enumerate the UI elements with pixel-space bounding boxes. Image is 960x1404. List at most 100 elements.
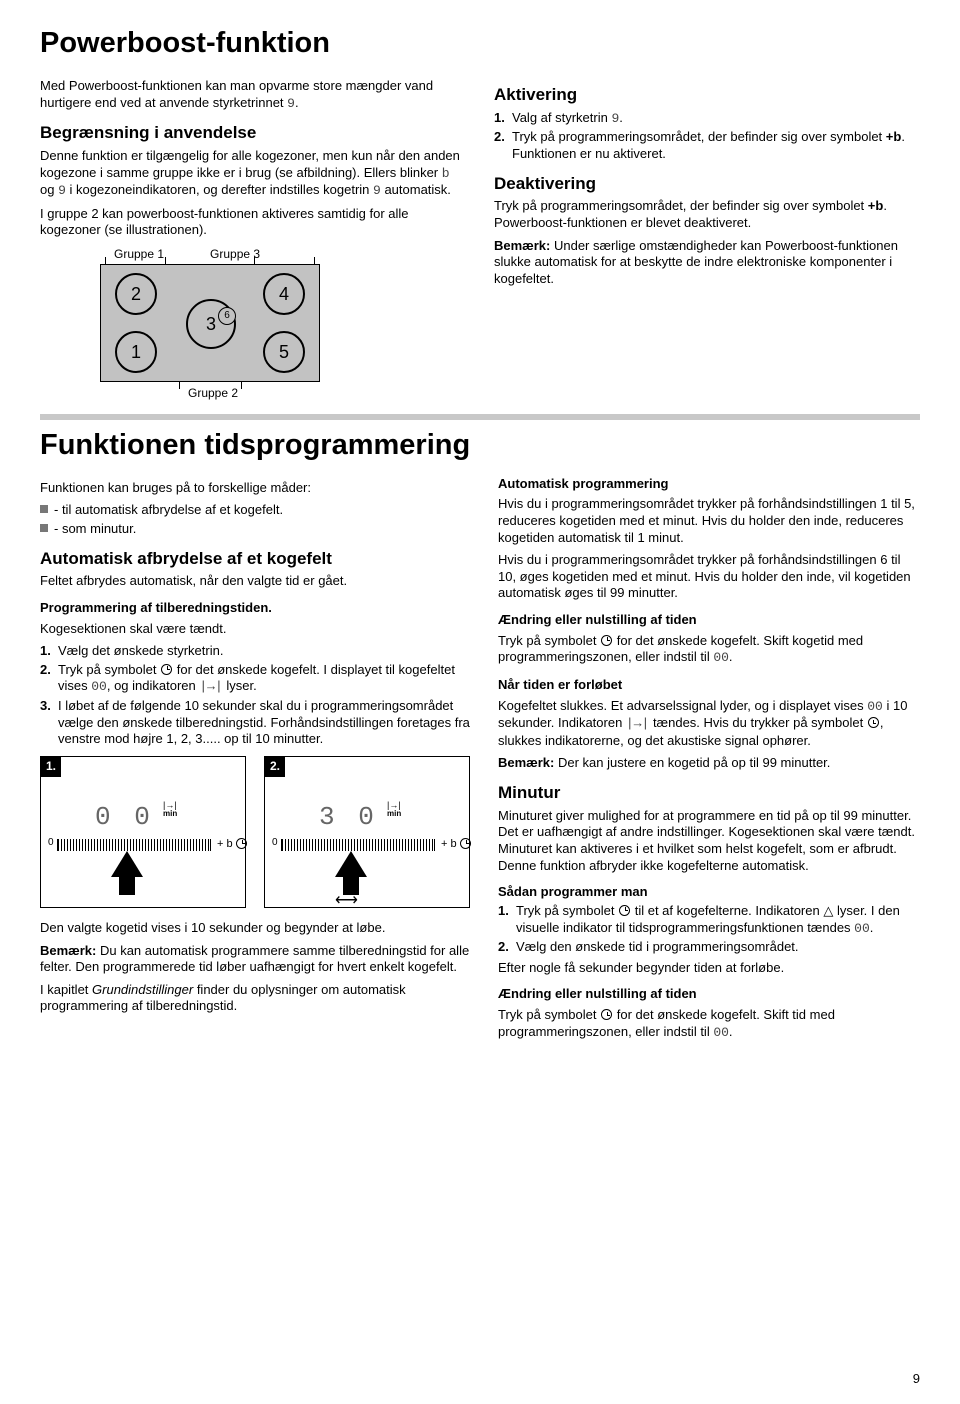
text: Kogesektionen skal være tændt. bbox=[40, 621, 470, 638]
slider-icon bbox=[57, 839, 211, 851]
pointer-arrow-icon bbox=[335, 851, 367, 877]
text: Tryk på programmeringsområdet, der befin… bbox=[494, 198, 920, 231]
glyph-00: 00 bbox=[854, 921, 870, 936]
text: - til automatisk afbrydelse af et kogefe… bbox=[54, 502, 283, 519]
text: Denne funktion er tilgængelig for alle k… bbox=[40, 148, 460, 180]
glyph-arrow: |→| bbox=[199, 679, 222, 694]
clock-icon bbox=[161, 664, 172, 675]
col-right-2: Automatisk programmering Hvis du i progr… bbox=[498, 476, 920, 1048]
text: Tryk på programmeringsområdet, der befin… bbox=[512, 129, 886, 144]
heading-powerboost: Powerboost-funktion bbox=[40, 28, 920, 60]
text: Tryk på symbolet for det ønskede kogefel… bbox=[498, 633, 920, 667]
text: Tryk på programmeringsområdet, der befin… bbox=[512, 129, 920, 162]
num: 3. bbox=[40, 698, 54, 748]
text: i kogezoneindikatoren, og derefter indst… bbox=[66, 182, 373, 197]
heading-autoprog: Automatisk programmering bbox=[498, 476, 920, 493]
heading-deactivation: Deaktivering bbox=[494, 173, 920, 195]
note-text: Under særlige omstændigheder kan Powerbo… bbox=[494, 238, 898, 286]
text: til et af kogefelterne. Indikatoren bbox=[631, 903, 823, 918]
clock-icon bbox=[235, 837, 248, 852]
pointer-arrow-icon bbox=[111, 851, 143, 877]
heading-change: Ændring eller nulstilling af tiden bbox=[498, 612, 920, 629]
glyph-00: 00 bbox=[867, 699, 883, 714]
panel-1: 1. 0 0 |→|min + b bbox=[40, 756, 246, 908]
num: 1. bbox=[494, 110, 508, 128]
text: tændes. Hvis du trykker på symbolet bbox=[649, 715, 866, 730]
bullet-item: - som minutur. bbox=[40, 521, 470, 538]
text: Tryk på symbolet bbox=[58, 662, 160, 677]
text: . bbox=[619, 110, 623, 125]
text: Hvis du i programmeringsområdet trykker … bbox=[498, 552, 920, 602]
note-label: Bemærk: bbox=[498, 755, 558, 770]
list-item: 1.Vælg det ønskede styrketrin. bbox=[40, 643, 470, 660]
italic-text: Grundindstillinger bbox=[92, 982, 193, 997]
bullet-icon bbox=[40, 505, 48, 513]
list-item: 2. Tryk på programmeringsområdet, der be… bbox=[494, 129, 920, 162]
glyph-00: 00 bbox=[713, 1025, 729, 1040]
col-left-2: Funktionen kan bruges på to forskellige … bbox=[40, 476, 470, 1048]
clock-icon bbox=[868, 717, 879, 728]
text: Vælg den ønskede tid i programmeringsomr… bbox=[516, 939, 799, 956]
zone-1: 1 bbox=[115, 331, 157, 373]
glyph-nine: 9 bbox=[58, 183, 66, 198]
text: lyser. bbox=[223, 678, 257, 693]
panel-tag: 2. bbox=[265, 757, 285, 777]
note: Bemærk: Du kan automatisk programmere sa… bbox=[40, 943, 470, 976]
zone-3: 3 6 bbox=[186, 299, 236, 349]
text: Kogefeltet slukkes. Et advarselssignal l… bbox=[498, 698, 920, 750]
col-left-1: Med Powerboost-funktionen kan man opvarm… bbox=[40, 74, 466, 402]
row-powerboost: Med Powerboost-funktionen kan man opvarm… bbox=[40, 74, 920, 402]
text: . bbox=[870, 920, 874, 935]
zone-3-label: 3 bbox=[206, 313, 216, 336]
text: - som minutur. bbox=[54, 521, 136, 538]
plus-b-label: + b bbox=[217, 837, 233, 851]
glyph-b: b bbox=[442, 166, 450, 181]
panel-tag: 1. bbox=[41, 757, 61, 777]
num: 1. bbox=[40, 643, 54, 660]
text: Efter nogle få sekunder begynder tiden a… bbox=[498, 960, 920, 977]
glyph-nine: 9 bbox=[373, 183, 381, 198]
display-panels: 1. 0 0 |→|min + b 2. 3 0 |→|min + b bbox=[40, 756, 470, 908]
num: 2. bbox=[498, 939, 512, 956]
label-group1: Gruppe 1 bbox=[114, 247, 164, 262]
zone-box: 2 1 4 5 3 6 bbox=[100, 264, 320, 382]
note: Bemærk: Der kan justere en kogetid på op… bbox=[498, 755, 920, 772]
text: og bbox=[40, 182, 58, 197]
clock-icon bbox=[619, 905, 630, 916]
text: Denne funktion er tilgængelig for alle k… bbox=[40, 148, 466, 200]
text: I gruppe 2 kan powerboost-funktionen akt… bbox=[40, 206, 466, 239]
heading-when-elapsed: Når tiden er forløbet bbox=[498, 677, 920, 694]
text: Valg af styrketrin bbox=[512, 110, 611, 125]
text: I kapitlet Grundindstillinger finder du … bbox=[40, 982, 470, 1015]
zone-4: 4 bbox=[263, 273, 305, 315]
num: 2. bbox=[494, 129, 508, 162]
text: Tryk på symbolet bbox=[516, 903, 618, 918]
text: Med Powerboost-funktionen kan man opvarm… bbox=[40, 78, 433, 110]
label-group3: Gruppe 3 bbox=[210, 247, 260, 262]
text: Minuturet giver mulighed for at programm… bbox=[498, 808, 920, 875]
glyph-plus-b: +b bbox=[886, 129, 902, 144]
text: min bbox=[387, 809, 401, 818]
clock-icon bbox=[459, 837, 472, 852]
heading-auto-off: Automatisk afbrydelse af et kogefelt bbox=[40, 548, 470, 570]
bullet-item: - til automatisk afbrydelse af et kogefe… bbox=[40, 502, 470, 519]
bullet-icon bbox=[40, 524, 48, 532]
text: Tryk på symbolet til et af kogefelterne.… bbox=[516, 903, 920, 937]
text: automatisk. bbox=[381, 182, 451, 197]
zone-5: 5 bbox=[263, 331, 305, 373]
text: Tryk på symbolet for det ønskede kogefel… bbox=[58, 662, 470, 696]
heading-change2: Ændring eller nulstilling af tiden bbox=[498, 986, 920, 1003]
document-page: Powerboost-funktion Med Powerboost-funkt… bbox=[0, 0, 960, 1404]
text: Kogefeltet slukkes. Et advarselssignal l… bbox=[498, 698, 867, 713]
heading-activation: Aktivering bbox=[494, 84, 920, 106]
text: Den valgte kogetid vises i 10 sekunder o… bbox=[40, 920, 470, 937]
glyph-00: 00 bbox=[713, 650, 729, 665]
zone-2: 2 bbox=[115, 273, 157, 315]
text: Hvis du i programmeringsområdet trykker … bbox=[498, 496, 920, 546]
col-right-1: Aktivering 1. Valg af styrketrin 9. 2. T… bbox=[494, 74, 920, 402]
clock-icon bbox=[601, 1009, 612, 1020]
page-number: 9 bbox=[913, 1371, 920, 1386]
text: Vælg det ønskede styrketrin. bbox=[58, 643, 223, 660]
min-label: |→|min bbox=[163, 801, 177, 818]
num: 2. bbox=[40, 662, 54, 696]
